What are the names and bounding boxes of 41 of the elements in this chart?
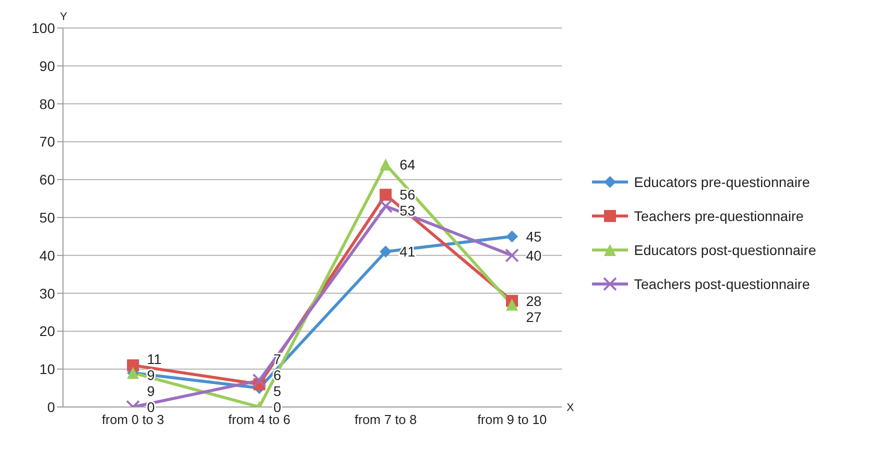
y-tick-label: 80 — [39, 96, 56, 112]
data-label: 64 — [400, 156, 416, 172]
point — [380, 246, 392, 258]
y-tick-label: 90 — [39, 58, 56, 74]
data-label: 5 — [273, 382, 282, 399]
point — [506, 230, 518, 242]
y-tick-label: 10 — [39, 361, 56, 378]
x-tick-label: from 4 to 6 — [228, 412, 290, 428]
point — [505, 248, 519, 262]
data-label: 9 — [147, 366, 155, 383]
y-tick-label: 30 — [39, 285, 56, 302]
data-label: 27 — [526, 308, 542, 325]
data-label: 11 — [147, 350, 162, 367]
legend-label: Teachers post-questionnaire — [634, 276, 810, 292]
x-axis-title: X — [566, 402, 575, 414]
y-tick-label: 60 — [39, 172, 56, 188]
data-label: 40 — [526, 247, 542, 264]
point — [506, 298, 518, 311]
point — [127, 359, 139, 372]
y-tick-label: 100 — [32, 20, 56, 36]
point — [378, 199, 393, 214]
x-tick-label: from 7 to 8 — [354, 412, 417, 428]
point — [380, 188, 392, 201]
legend-label: Educators post-questionnaire — [634, 242, 816, 258]
legend-label: Educators pre-questionnaire — [634, 174, 810, 190]
point — [380, 158, 392, 170]
y-tick-label: 50 — [39, 209, 56, 226]
y-tick-label: 40 — [39, 247, 56, 264]
y-tick-label: 0 — [47, 398, 56, 415]
legend-label: Teachers pre-questionnaire — [634, 208, 804, 224]
x-tick-label: from 9 to 10 — [477, 412, 547, 428]
y-axis-title: Y — [60, 11, 68, 23]
y-tick-label: 70 — [39, 134, 56, 150]
data-label: 45 — [526, 228, 542, 244]
point — [252, 373, 266, 388]
data-label: 0 — [273, 398, 282, 415]
data-label: 7 — [273, 350, 282, 367]
data-label: 28 — [526, 292, 542, 309]
x-tick-label: from 0 to 3 — [102, 412, 164, 428]
data-label: 9 — [147, 382, 155, 399]
y-tick-label: 20 — [39, 323, 56, 340]
